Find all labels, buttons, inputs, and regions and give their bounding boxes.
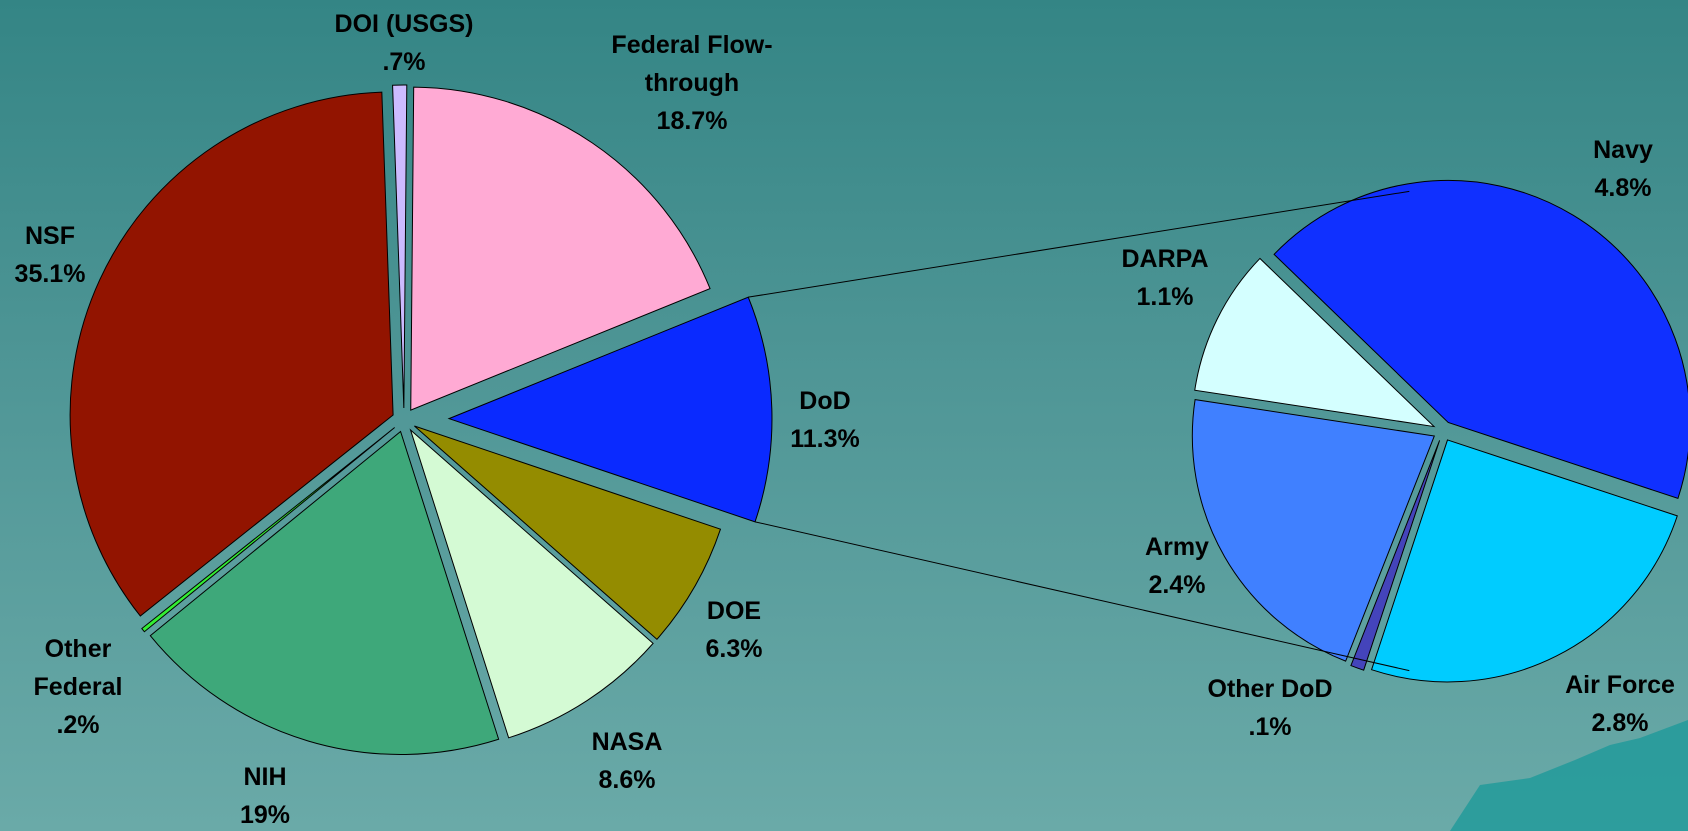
- slice-value: .2%: [18, 706, 138, 744]
- slice-value: 1.1%: [1121, 278, 1208, 316]
- slice-name: NSF: [15, 217, 86, 255]
- slice-name: Federal Flow-through: [597, 26, 787, 102]
- slice-name: DOE: [706, 592, 763, 630]
- slice-value: .7%: [335, 43, 474, 81]
- slice-value: 2.8%: [1565, 704, 1675, 742]
- slice-value: 19%: [240, 796, 290, 831]
- slice-value: 18.7%: [597, 102, 787, 140]
- slice-name: Air Force: [1565, 666, 1675, 704]
- slice-value: .1%: [1208, 708, 1333, 746]
- slice-name: Army: [1145, 528, 1209, 566]
- slice-name: DOI (USGS): [335, 5, 474, 43]
- slice-name: NASA: [592, 723, 663, 761]
- pie-of-pie-chart: DOI (USGS).7% Federal Flow-through18.7% Do…: [0, 0, 1688, 831]
- slice-value: 11.3%: [790, 420, 860, 458]
- slice-name: NIH: [240, 758, 290, 796]
- slice-name: DARPA: [1121, 240, 1208, 278]
- pie-slice: [393, 85, 407, 408]
- slice-name: Other DoD: [1208, 670, 1333, 708]
- slice-name: DoD: [790, 382, 860, 420]
- slice-value: 2.4%: [1145, 566, 1209, 604]
- slice-value: 35.1%: [15, 255, 86, 293]
- slice-label: DOI (USGS).7%: [335, 5, 474, 81]
- slice-name: Other Federal: [18, 630, 138, 706]
- slice-name: Navy: [1593, 131, 1653, 169]
- slice-label: Other Federal.2%: [18, 630, 138, 744]
- slice-value: 6.3%: [706, 630, 763, 668]
- slice-value: 4.8%: [1593, 169, 1653, 207]
- slice-label: Other DoD.1%: [1208, 670, 1333, 746]
- slice-value: 8.6%: [592, 761, 663, 799]
